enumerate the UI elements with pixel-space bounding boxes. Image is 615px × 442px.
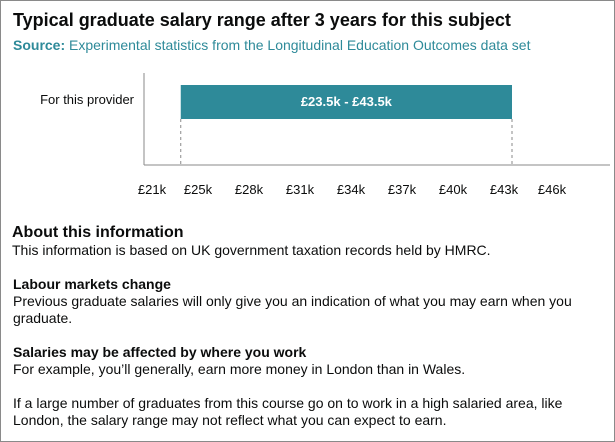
x-tick-label: £34k (337, 182, 366, 197)
x-tick-label: £37k (388, 182, 417, 197)
x-tick-label: £43k (490, 182, 519, 197)
range-bar-label: £23.5k - £43.5k (301, 94, 393, 109)
labour-text: Previous graduate salaries will only giv… (13, 293, 572, 326)
about-section: About this information This information … (12, 223, 607, 429)
x-tick-label: £31k (286, 182, 315, 197)
about-intro: This information is based on UK governme… (12, 242, 491, 258)
category-label: For this provider (40, 92, 135, 107)
x-tick-label: £40k (439, 182, 468, 197)
x-tick-label: £21k (138, 182, 167, 197)
source-text: Experimental statistics from the Longitu… (65, 37, 531, 53)
location-heading: Salaries may be affected by where you wo… (13, 344, 307, 360)
x-tick-label: £28k (235, 182, 264, 197)
labour-heading: Labour markets change (13, 276, 171, 292)
x-tick-label: £25k (184, 182, 213, 197)
about-heading: About this information (12, 224, 184, 241)
location-text: For example, you’ll generally, earn more… (13, 361, 466, 377)
high-area-text: If a large number of graduates from this… (13, 395, 563, 428)
x-tick-label: £46k (538, 182, 567, 197)
salary-range-chart: For this provider £23.5k - £43.5k £21k £25k… (40, 73, 610, 197)
range-bar (180, 85, 512, 119)
page-title: Typical graduate salary range after 3 ye… (13, 10, 511, 30)
source-line: Source: Experimental statistics from the… (13, 37, 530, 53)
source-label: Source: (13, 37, 66, 53)
